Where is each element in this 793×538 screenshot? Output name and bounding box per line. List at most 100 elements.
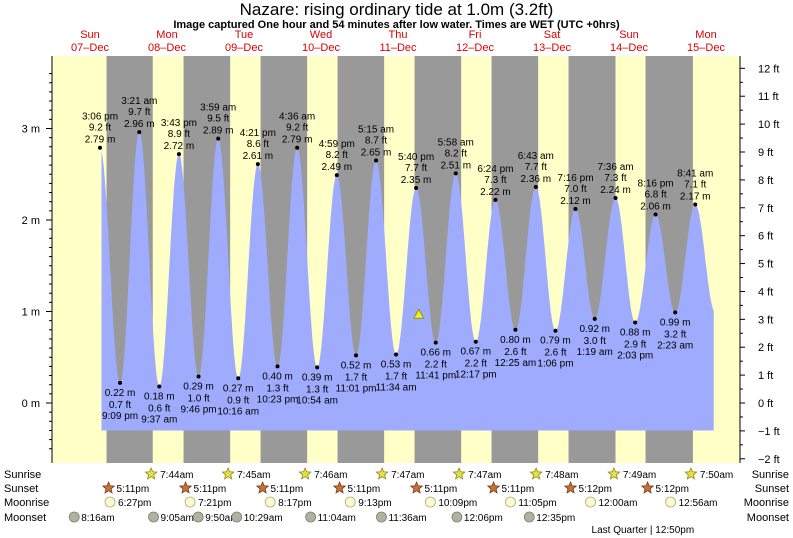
low-tide-metres: 0.99 m	[660, 317, 691, 328]
low-tide-point	[433, 340, 438, 345]
high-tide-time: 5:15 am	[358, 125, 394, 136]
low-tide-metres: 0.39 m	[302, 372, 333, 383]
low-tide-metres: 0.80 m	[500, 335, 531, 346]
moonrise-icon	[184, 496, 196, 508]
date-label: 14–Dec	[610, 42, 648, 54]
current-tide-marker	[413, 308, 425, 319]
low-tide-metres: 0.18 m	[144, 392, 175, 403]
low-tide-point	[513, 327, 518, 332]
moonrise-time: 6:27pm	[118, 498, 151, 509]
right-tick-label: 11 ft	[758, 91, 779, 103]
moonset-icon	[523, 511, 535, 523]
sunset-row-label-right: Sunset	[755, 483, 789, 495]
low-tide-feet: 1.3 ft	[266, 383, 288, 394]
sunrise-time: 7:47am	[468, 470, 501, 481]
low-tide-metres: 0.53 m	[381, 360, 412, 371]
moonrise-time: 11:05pm	[518, 498, 556, 509]
high-tide-metres: 2.22 m	[480, 187, 511, 198]
high-tide-time: 4:36 am	[279, 112, 315, 123]
sunrise-time: 7:47am	[391, 470, 424, 481]
right-tick-label: 3 ft	[758, 314, 773, 326]
low-tide-feet: 1.3 ft	[306, 384, 328, 395]
low-tide-point	[592, 316, 597, 321]
sunrise-icon	[684, 466, 698, 480]
moonrise-icon	[505, 496, 516, 508]
sunrise-icon	[298, 466, 312, 480]
high-tide-feet: 6.8 ft	[644, 190, 666, 201]
day-label: Sat	[544, 29, 561, 41]
low-tide-time: 1:06 pm	[537, 359, 573, 370]
high-tide-point	[255, 162, 260, 167]
sunset-icon	[486, 480, 501, 494]
moonrise-icon	[264, 496, 276, 508]
high-tide-feet: 7.1 ft	[684, 179, 706, 190]
moonrise-icon	[585, 496, 596, 508]
low-tide-time: 1:19 am	[577, 347, 613, 358]
moonrise-icon	[424, 496, 436, 508]
moonrise-time: 10:09pm	[438, 498, 477, 509]
high-tide-feet: 8.2 ft	[445, 148, 467, 159]
moonset-icon	[192, 511, 204, 523]
low-tide-feet: 2.2 ft	[425, 360, 447, 371]
low-tide-time: 2:03 pm	[617, 350, 653, 361]
high-tide-metres: 2.49 m	[321, 162, 352, 173]
moonrise-time: 12:56am	[679, 498, 718, 509]
low-tide-time: 9:09 pm	[102, 411, 138, 422]
right-tick-label: 7 ft	[758, 203, 773, 215]
low-tide-time: 9:46 pm	[180, 404, 216, 415]
low-tide-point	[236, 376, 241, 381]
high-tide-point	[533, 185, 538, 190]
high-tide-metres: 2.24 m	[600, 185, 631, 196]
day-label: Thu	[389, 29, 408, 41]
right-tick-label: 1 ft	[758, 370, 773, 382]
moonset-time: 10:29am	[244, 513, 283, 524]
high-tide-time: 7:16 pm	[557, 173, 593, 184]
tide-area	[101, 132, 714, 431]
right-tick-label: 5 ft	[758, 259, 773, 271]
low-tide-time: 10:16 am	[217, 406, 259, 417]
high-tide-feet: 8.2 ft	[326, 150, 348, 161]
sunrise-icon	[375, 466, 389, 480]
sunrise-icon	[144, 466, 158, 480]
moonset-row-label-right: Moonset	[747, 512, 789, 524]
date-label: 11–Dec	[379, 42, 417, 54]
high-tide-metres: 2.12 m	[560, 196, 591, 207]
high-tide-time: 5:40 pm	[398, 152, 434, 163]
low-tide-metres: 0.22 m	[105, 388, 136, 399]
high-tide-feet: 8.9 ft	[168, 129, 190, 140]
high-tide-metres: 2.79 m	[85, 135, 116, 146]
date-label: 13–Dec	[533, 42, 571, 54]
high-tide-point	[613, 196, 618, 201]
moonset-time: 11:04am	[318, 513, 356, 524]
sunset-time: 5:11pm	[271, 484, 304, 495]
low-tide-feet: 2.6 ft	[544, 348, 566, 359]
moonset-time: 8:16am	[81, 513, 114, 524]
low-tide-time: 10:23 pm	[257, 394, 299, 405]
day-label: Wed	[310, 29, 332, 41]
moonrise-icon	[104, 496, 116, 508]
moonrise-time: 9:13pm	[358, 498, 391, 509]
sunset-icon	[409, 480, 424, 494]
low-tide-metres: 0.27 m	[223, 383, 254, 394]
left-tick-label: 0 m	[22, 398, 40, 410]
day-label: Tue	[235, 29, 254, 41]
low-tide-feet: 0.9 ft	[227, 395, 249, 406]
sunset-time: 5:12pm	[579, 484, 612, 495]
low-tide-time: 11:41 pm	[415, 371, 456, 382]
high-tide-point	[414, 185, 419, 190]
sunrise-row-label: Sunrise	[4, 469, 41, 481]
sunrise-icon	[529, 466, 543, 480]
low-tide-time: 11:34 am	[376, 383, 417, 394]
right-tick-label: −1 ft	[758, 426, 780, 438]
moonset-icon	[68, 511, 80, 523]
high-tide-metres: 2.61 m	[243, 151, 274, 162]
date-label: 07–Dec	[71, 42, 109, 54]
high-tide-feet: 7.7 ft	[525, 162, 547, 173]
right-tick-label: 8 ft	[758, 175, 773, 187]
high-tide-time: 6:43 am	[518, 151, 554, 162]
sunset-row-label: Sunset	[4, 483, 38, 495]
high-tide-point	[493, 197, 498, 202]
high-tide-time: 4:21 pm	[240, 128, 276, 139]
high-tide-metres: 2.36 m	[521, 174, 552, 185]
sunrise-time: 7:49am	[623, 470, 656, 481]
